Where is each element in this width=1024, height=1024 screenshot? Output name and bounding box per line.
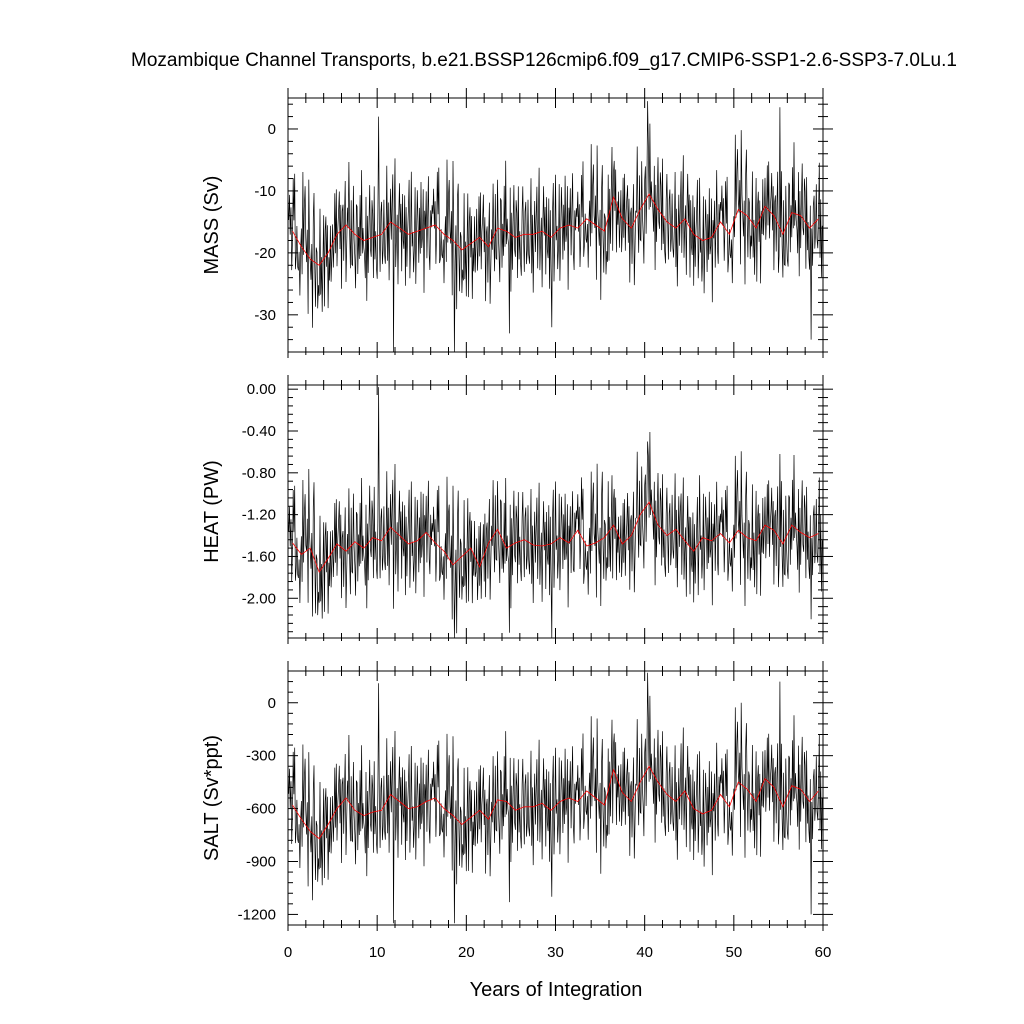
chart-panels: 0 -10 -20 -30 MASS (Sv) 0.00 -0.40 -0.80 -1.20 -1… — [201, 88, 833, 961]
heat-y-tick-label: -1.60 — [242, 548, 276, 565]
panel-heat: 0.00 -0.40 -0.80 -1.20 -1.60 -2.00 HEAT (PW) — [201, 375, 833, 644]
salt-y-axis-label: SALT (Sv*ppt) — [201, 735, 223, 861]
chart-title: Mozambique Channel Transports, b.e21.BSS… — [131, 50, 957, 71]
mass-monthly-series — [288, 101, 823, 352]
heat-y-axis-label: HEAT (PW) — [201, 460, 223, 563]
salt-y-tick-label: 0 — [268, 695, 276, 712]
x-tick-label: 60 — [815, 944, 832, 961]
heat-y-tick-label: 0.00 — [247, 381, 276, 398]
x-tick-label: 0 — [284, 944, 292, 961]
salt-y-tick-label: -1200 — [238, 906, 276, 923]
mass-y-tick-label: -20 — [254, 245, 276, 262]
heat-y-tick-label: -1.20 — [242, 507, 276, 524]
salt-y-tick-label: -900 — [246, 854, 276, 871]
x-tick-label: 30 — [547, 944, 564, 961]
heat-y-tick-label: -2.00 — [242, 590, 276, 607]
panel-salt: 0 -300 -600 -900 -1200 SALT (Sv*ppt) — [201, 661, 833, 931]
salt-monthly-series — [288, 672, 823, 924]
heat-annual-series — [292, 501, 819, 573]
panel-mass: 0 -10 -20 -30 MASS (Sv) — [201, 88, 833, 358]
mass-y-tick-label: -10 — [254, 183, 276, 200]
heat-monthly-series — [288, 387, 823, 638]
mass-y-tick-label: 0 — [268, 121, 276, 138]
salt-y-tick-label: -300 — [246, 748, 276, 765]
x-axis-label: Years of Integration — [470, 979, 643, 1001]
heat-y-tick-label: -0.80 — [242, 465, 276, 482]
x-tick-label: 50 — [725, 944, 742, 961]
salt-annual-series — [292, 765, 819, 840]
heat-y-tick-label: -0.40 — [242, 423, 276, 440]
mass-y-axis-label: MASS (Sv) — [201, 176, 223, 275]
mass-y-tick-label: -30 — [254, 307, 276, 324]
salt-y-tick-label: -600 — [246, 801, 276, 818]
x-tick-label: 10 — [369, 944, 386, 961]
x-tick-label: 40 — [636, 944, 653, 961]
x-tick-label: 20 — [458, 944, 475, 961]
mass-annual-series — [292, 193, 819, 266]
